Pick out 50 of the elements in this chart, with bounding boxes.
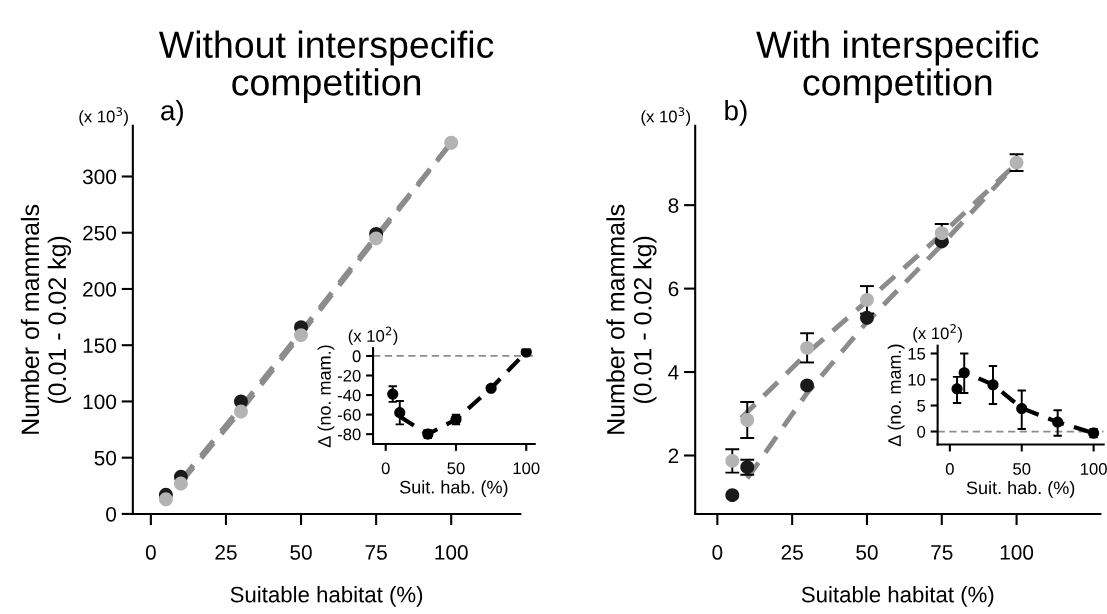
y-tick-label: 15 bbox=[908, 348, 926, 360]
y-tick-label: -80 bbox=[337, 428, 361, 441]
y-tick-label: 5 bbox=[917, 400, 926, 412]
x-axis-title: Suitable habitat (%) bbox=[230, 586, 423, 607]
y-tick-label: 250 bbox=[83, 225, 117, 241]
x-tick-label: 100 bbox=[1000, 545, 1034, 560]
y-tick-label: 150 bbox=[83, 338, 117, 353]
y-tick-label: -60 bbox=[337, 409, 361, 421]
x-axis-title: Suit. hab. (%) bbox=[400, 480, 508, 498]
text: a) bbox=[161, 99, 183, 126]
x-tick-label: 100 bbox=[435, 545, 468, 560]
x-tick-label: 25 bbox=[781, 545, 803, 560]
text: b) bbox=[725, 99, 747, 126]
y-axis-title: Δ (no. mam.) bbox=[317, 345, 335, 448]
y-tick-label: 4 bbox=[668, 365, 679, 380]
y-tick-label: 300 bbox=[82, 169, 117, 185]
y-axis-title: Number of mammals (0.01 - 0.02 kg) bbox=[20, 204, 71, 434]
x-axis-title: Suitable habitat (%) bbox=[801, 586, 994, 607]
x-tick-label: 0 bbox=[145, 545, 156, 560]
x-tick-label: 100 bbox=[1080, 463, 1107, 475]
x-tick-label: 50 bbox=[447, 462, 465, 475]
y-tick-label: 0 bbox=[352, 350, 361, 363]
y-tick-label: 6 bbox=[668, 281, 679, 297]
x-tick-label: 50 bbox=[290, 545, 312, 560]
text: (x 10$^{3}$) bbox=[641, 107, 691, 126]
x-tick-label: 25 bbox=[215, 545, 237, 560]
x-tick-label: 0 bbox=[712, 545, 723, 560]
x-tick-label: 75 bbox=[365, 545, 387, 560]
y-axis-title: Number of mammals (0.01 - 0.02 kg) bbox=[606, 204, 657, 434]
y-tick-label: 8 bbox=[668, 198, 679, 213]
annotation: (x 10$^{2}$) bbox=[348, 326, 398, 346]
y-tick-label: 0 bbox=[917, 425, 926, 438]
chart-title: With interspecific competition bbox=[756, 30, 1039, 104]
annotation: (x 10$^{2}$) bbox=[913, 324, 962, 343]
x-tick-label: 100 bbox=[513, 462, 540, 475]
y-tick-label: 100 bbox=[83, 394, 117, 410]
x-tick-label: 0 bbox=[381, 462, 390, 475]
x-axis-title: Suit. hab. (%) bbox=[966, 480, 1075, 498]
y-axis-title: Δ (no. mam.) bbox=[887, 344, 905, 447]
x-tick-label: 0 bbox=[945, 463, 954, 475]
x-tick-label: 75 bbox=[931, 545, 953, 560]
y-tick-label: 2 bbox=[668, 448, 679, 464]
text: (x 10$^{3}$) bbox=[79, 107, 128, 126]
x-tick-label: 50 bbox=[1013, 463, 1031, 475]
y-tick-label: -20 bbox=[337, 369, 361, 382]
x-tick-label: 50 bbox=[856, 545, 878, 560]
y-tick-label: 10 bbox=[908, 373, 926, 386]
y-tick-label: 200 bbox=[83, 281, 117, 297]
y-tick-label: -40 bbox=[337, 389, 361, 402]
y-tick-label: 0 bbox=[106, 506, 117, 522]
